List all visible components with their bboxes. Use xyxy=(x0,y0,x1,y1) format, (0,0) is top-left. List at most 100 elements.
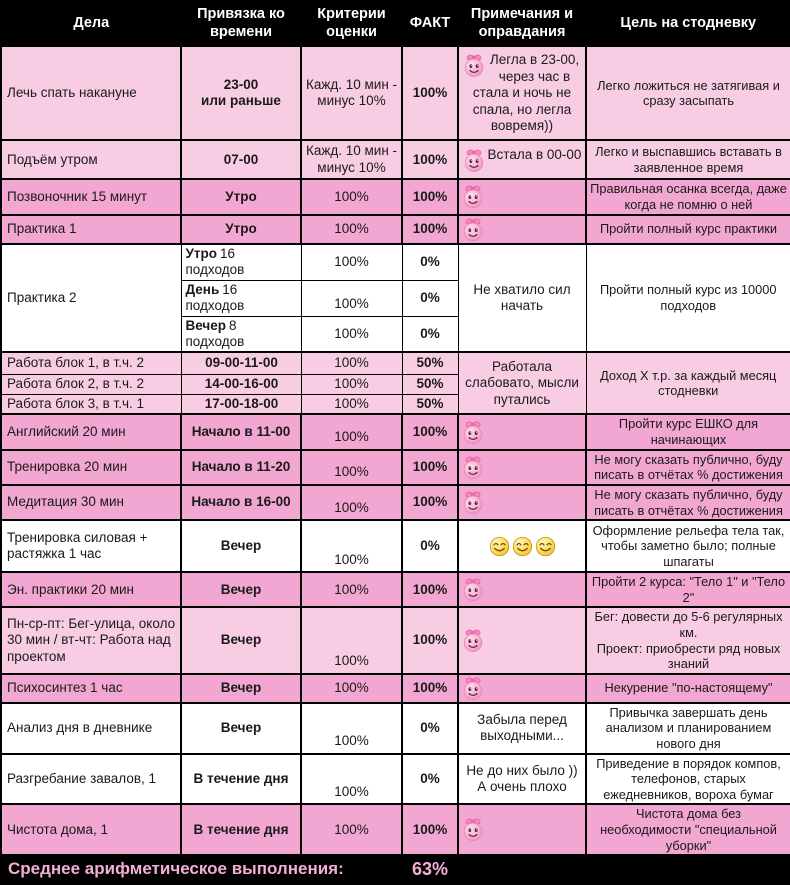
criteria-cell: 100% xyxy=(300,448,403,486)
footer-average-value: 63% xyxy=(401,854,459,885)
time-cell: Утро xyxy=(180,178,302,216)
criteria-cell: Кажд. 10 мин - минус 10% xyxy=(300,139,403,181)
time-cell: Вечер xyxy=(180,672,302,704)
goal-line1: Бег: довести до 5-6 регулярных км. xyxy=(594,609,783,640)
note-cell: Встала в 00-00 xyxy=(457,139,587,181)
goal-cell: Правильная осанка всегда, даже когда не … xyxy=(585,178,790,216)
goal-cell: Не могу сказать публично, буду писать в … xyxy=(585,483,790,522)
row-clean: Чистота дома, 1 В течение дня 100% 100% … xyxy=(0,803,790,857)
happy-smiley-icon xyxy=(535,536,556,557)
task-cell: Практика 2 xyxy=(0,242,182,354)
fact-cell: 100% xyxy=(401,571,459,609)
time-sub: или раньше xyxy=(201,93,281,109)
criteria-cell: 100% xyxy=(300,571,403,609)
row-practice2-day: День 16 подходов 100% 0% xyxy=(1,279,790,317)
task-cell: Анализ дня в дневнике xyxy=(0,701,182,755)
goal-cell: Бег: довести до 5-6 регулярных км. Проек… xyxy=(585,606,790,675)
time-cell: Вечер 8 подходов xyxy=(180,315,302,354)
fact-cell: 100% xyxy=(401,178,459,216)
goal-cell: Пройти полный курс практики xyxy=(585,213,790,245)
time-cell: Вечер xyxy=(180,519,302,574)
task-cell: Английский 20 мин xyxy=(0,413,182,451)
criteria-cell: 100% xyxy=(300,606,403,675)
col-header-goal: Цель на стодневку xyxy=(585,0,790,47)
goal-cell: Легко и выспавшись вставать в заявленное… xyxy=(585,139,790,181)
fact-cell: 100% xyxy=(401,213,459,245)
criteria-cell: 100% xyxy=(300,483,403,522)
happy-smiley-icon xyxy=(512,536,533,557)
criteria-cell: 100% xyxy=(300,672,403,704)
fact-cell: 100% xyxy=(401,45,459,142)
fact-cell: 100% xyxy=(401,672,459,704)
goal-cell: Легко ложиться не затягивая и сразу засы… xyxy=(585,45,790,142)
note-line1: Не до них было )) xyxy=(466,762,578,778)
row-practice2-morning: Практика 2 Утро 16 подходов 100% 0% Не хв… xyxy=(0,242,790,354)
time-cell: 17-00-18-00 xyxy=(180,393,302,416)
fact-cell: 100% xyxy=(401,139,459,181)
col-header-time-binding: Привязка ко времени xyxy=(180,0,302,47)
time-cell: Вечер xyxy=(180,606,302,675)
time-cell: 14-00-16-00 xyxy=(180,373,302,395)
task-cell: Психосинтез 1 час xyxy=(0,672,182,704)
criteria-cell: 100% xyxy=(300,803,403,857)
row-training20: Тренировка 20 мин Начало в 11-20 100% 10… xyxy=(0,448,790,486)
time-cell: День 16 подходов xyxy=(180,279,302,317)
row-work1: Работа блок 1, в т.ч. 2 09-00-11-00 100%… xyxy=(0,351,790,416)
fact-cell: 100% xyxy=(401,413,459,451)
footer-row: Среднее арифметическое выполнения: 63% xyxy=(0,854,790,885)
time-cell: 07-00 xyxy=(180,139,302,181)
time-cell: 23-00 или раньше xyxy=(180,45,302,142)
criteria-cell: 100% xyxy=(300,351,403,375)
criteria-cell: 100% xyxy=(300,315,403,354)
time-cell: Вечер xyxy=(180,571,302,609)
task-cell: Подъём утром xyxy=(0,139,182,181)
criteria-cell: 100% xyxy=(300,213,403,245)
row-wake: Подъём утром 07-00 Кажд. 10 мин - минус … xyxy=(0,139,790,181)
criteria-cell: 100% xyxy=(300,393,403,416)
criteria-cell: 100% xyxy=(300,701,403,755)
time-cell: Начало в 11-20 xyxy=(180,448,302,486)
bow-smiley-icon xyxy=(462,455,484,480)
time-label: Вечер xyxy=(185,317,227,333)
time-main: 23-00 xyxy=(223,76,259,92)
row-diary: Анализ дня в дневнике Вечер 100% 0% Забы… xyxy=(0,701,790,755)
time-label: Утро xyxy=(185,245,218,261)
task-cell: Пн-ср-пт: Бег-улица, около 30 мин / вт-ч… xyxy=(0,606,182,675)
note-cell: Работала слабовато, мысли путались xyxy=(457,351,587,416)
row-strength: Тренировка силовая + растяжка 1 час Вече… xyxy=(0,519,790,574)
task-cell: Позвоночник 15 минут xyxy=(0,178,182,216)
goal-cell: Пройти 2 курса: "Тело 1" и "Тело 2" xyxy=(585,571,790,609)
fact-cell: 50% xyxy=(401,393,459,416)
time-cell: Вечер xyxy=(180,701,302,755)
time-qty: 16 подходов xyxy=(185,245,245,278)
task-cell: Эн. практики 20 мин xyxy=(0,571,182,609)
bow-smiley-icon xyxy=(463,148,485,173)
bow-smiley-icon xyxy=(462,817,484,842)
row-spine: Позвоночник 15 минут Утро 100% 100% Прав… xyxy=(0,178,790,216)
note-cell xyxy=(457,519,587,574)
criteria-cell: 100% xyxy=(300,413,403,451)
bow-smiley-icon xyxy=(462,490,484,515)
row-practice1: Практика 1 Утро 100% 100% Пройти полный … xyxy=(0,213,790,245)
time-cell: Начало в 16-00 xyxy=(180,483,302,522)
task-cell: Работа блок 3, в т.ч. 1 xyxy=(0,393,182,416)
time-label: День xyxy=(185,281,220,297)
fact-cell: 0% xyxy=(401,519,459,574)
time-cell: Начало в 11-00 xyxy=(180,413,302,451)
criteria-cell: 100% xyxy=(300,178,403,216)
note-text: Встала в 00-00 xyxy=(487,146,582,162)
footer-label: Среднее арифметическое выполнения: xyxy=(0,854,403,885)
note-text: Легла в 23-00, через час в стала и ночь … xyxy=(472,52,580,134)
bow-smiley-icon xyxy=(462,676,484,701)
fact-cell: 100% xyxy=(401,483,459,522)
goal-line2: Проект: приобрести ряд новых знаний xyxy=(596,640,781,672)
note-cell xyxy=(457,413,587,451)
fact-cell: 0% xyxy=(401,242,459,281)
fact-cell: 0% xyxy=(401,752,459,806)
time-cell: В течение дня xyxy=(180,803,302,857)
goal-cell: Не могу сказать публично, буду писать в … xyxy=(585,448,790,486)
task-cell: Тренировка силовая + растяжка 1 час xyxy=(0,519,182,574)
task-cell: Работа блок 1, в т.ч. 2 xyxy=(0,351,182,375)
bow-smiley-icon xyxy=(462,217,484,242)
